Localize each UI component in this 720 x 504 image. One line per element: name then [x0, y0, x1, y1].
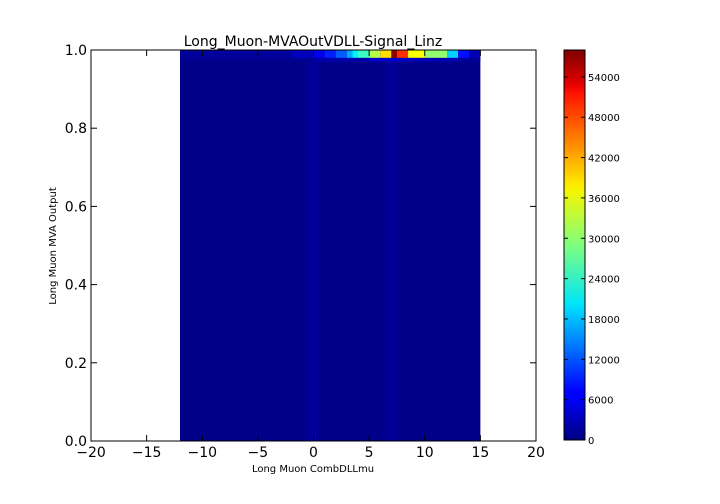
- y-axis: 0.0 0.2 0.4 0.6 0.8 1.0: [65, 43, 536, 450]
- heatmap-cell: [180, 57, 314, 62]
- x-tick-label: 15: [471, 445, 489, 461]
- y-tick-label: 0.8: [65, 121, 87, 137]
- colorbar-tick-label: 30000: [588, 234, 620, 245]
- heatmap-cell: [180, 50, 292, 58]
- x-tick-label: 5: [365, 445, 374, 461]
- x-tick-label: −20: [76, 445, 106, 461]
- y-axis-label: Long Muon MVA Output: [48, 187, 59, 305]
- colorbar-tick-label: 48000: [588, 113, 620, 124]
- x-tick-label: −15: [132, 445, 162, 461]
- y-tick-label: 0.6: [65, 199, 87, 215]
- colorbar-tick-label: 54000: [588, 73, 620, 84]
- heatmap-cell: [380, 50, 392, 58]
- heatmap-background: [180, 50, 481, 441]
- heatmap-cell: [369, 50, 381, 58]
- x-tick-label: 10: [416, 445, 434, 461]
- heatmap-cell: [458, 50, 470, 58]
- colorbar-tick-label: 0: [588, 436, 594, 447]
- x-tick-label: −10: [187, 445, 217, 461]
- heatmap-cell: [346, 50, 353, 58]
- y-tick-label: 1.0: [65, 43, 87, 59]
- colorbar-tick-label: 36000: [588, 194, 620, 205]
- colorbar-tick-label: 6000: [588, 396, 613, 407]
- x-tick-label: 0: [309, 445, 318, 461]
- x-tick-label: 20: [527, 445, 545, 461]
- chart-title: Long_Muon-MVAOutVDLL-Signal_Linz: [184, 34, 442, 50]
- heatmap-streak: [385, 50, 397, 441]
- heatmap-cell: [391, 50, 397, 58]
- heatmap-cell: [358, 50, 370, 58]
- heatmap-cell: [447, 50, 459, 58]
- heatmap-cell: [291, 50, 314, 58]
- colorbar-ticks: 0 6000 12000 18000 24000 30000 36000 42000 48000…: [564, 73, 620, 447]
- heatmap-cell: [324, 50, 336, 58]
- heatmap-cell: [424, 50, 447, 58]
- colorbar-tick-label: 18000: [588, 315, 620, 326]
- colorbar-tick-label: 24000: [588, 275, 620, 286]
- heatmap-cell: [369, 57, 414, 62]
- heatmap-cell: [313, 50, 325, 58]
- heatmap-cell: [396, 50, 409, 58]
- heatmap-area: [180, 50, 481, 441]
- heatmap-cell: [458, 57, 481, 62]
- heatmap-cell: [352, 50, 358, 58]
- y-tick-label: 0.2: [65, 356, 87, 372]
- x-tick-label: −5: [248, 445, 269, 461]
- heatmap-cell: [469, 50, 481, 58]
- heatmap-cell: [335, 50, 347, 58]
- heatmap-cell: [313, 57, 370, 62]
- heatmap-cell: [408, 50, 425, 58]
- colorbar: 0 6000 12000 18000 24000 30000 36000 42000 48000…: [563, 49, 620, 447]
- colorbar-tick-label: 42000: [588, 154, 620, 165]
- heatmap-streak: [307, 50, 320, 441]
- x-axis: −20 −15 −10 −5 0 5 10 15 20: [76, 50, 545, 461]
- y-tick-label: 0.0: [65, 434, 87, 450]
- heatmap-cell: [413, 57, 459, 62]
- colorbar-gradient: [563, 49, 586, 441]
- y-tick-label: 0.4: [65, 278, 87, 294]
- x-axis-label: Long Muon CombDLLmu: [252, 464, 374, 475]
- colorbar-tick-label: 12000: [588, 355, 620, 366]
